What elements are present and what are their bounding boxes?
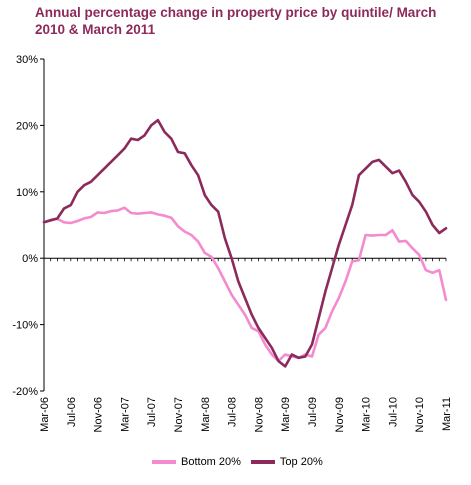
x-tick-label: Mar-06 <box>39 397 51 432</box>
y-tick-label: 10% <box>16 187 38 199</box>
legend-swatch-bottom-20 <box>152 460 176 464</box>
series-layer <box>42 118 448 368</box>
series-line-bottom-20 <box>42 206 448 363</box>
legend-label-bottom-20: Bottom 20% <box>181 456 241 468</box>
x-tick-label: Jul-06 <box>66 397 78 427</box>
y-tick-label: -20% <box>12 386 38 398</box>
x-tick-label: Nov-10 <box>414 397 426 432</box>
x-tick-label: Mar-08 <box>200 397 212 432</box>
x-tick-label: Jul-08 <box>227 397 239 427</box>
x-tick-label: Nov-09 <box>334 397 346 432</box>
y-tick-label: -10% <box>12 320 38 332</box>
y-tick-label: 0% <box>22 253 38 265</box>
legend-label-top-20: Top 20% <box>279 456 323 468</box>
x-tick-label: Jul-10 <box>387 397 399 427</box>
legend-item-bottom-20: Bottom 20% <box>152 456 241 468</box>
x-tick-label: Nov-08 <box>253 397 265 432</box>
x-tick-label: Nov-07 <box>173 397 185 432</box>
series-line-top-20 <box>42 118 448 368</box>
chart-legend: Bottom 20% Top 20% <box>152 456 333 468</box>
x-tick-label: Nov-06 <box>93 397 105 432</box>
x-tick-label: Jul-07 <box>146 397 158 427</box>
y-tick-label: 20% <box>16 120 38 132</box>
x-tick-label: Mar-07 <box>119 397 131 432</box>
chart-title: Annual percentage change in property pri… <box>35 5 437 37</box>
x-tick-label: Mar-11 <box>441 397 453 431</box>
x-tick-label: Mar-10 <box>361 397 373 432</box>
axes-layer: -20% -10% 0% 10% 20% 30% Mar-06 Jul-06 Nov-06 Mar… <box>12 54 453 432</box>
x-tick-label: Mar-09 <box>280 397 292 432</box>
y-tick-label: 30% <box>16 54 38 66</box>
legend-item-top-20: Top 20% <box>250 456 323 468</box>
x-tick-label: Jul-09 <box>307 397 319 427</box>
legend-swatch-top-20 <box>250 460 275 464</box>
